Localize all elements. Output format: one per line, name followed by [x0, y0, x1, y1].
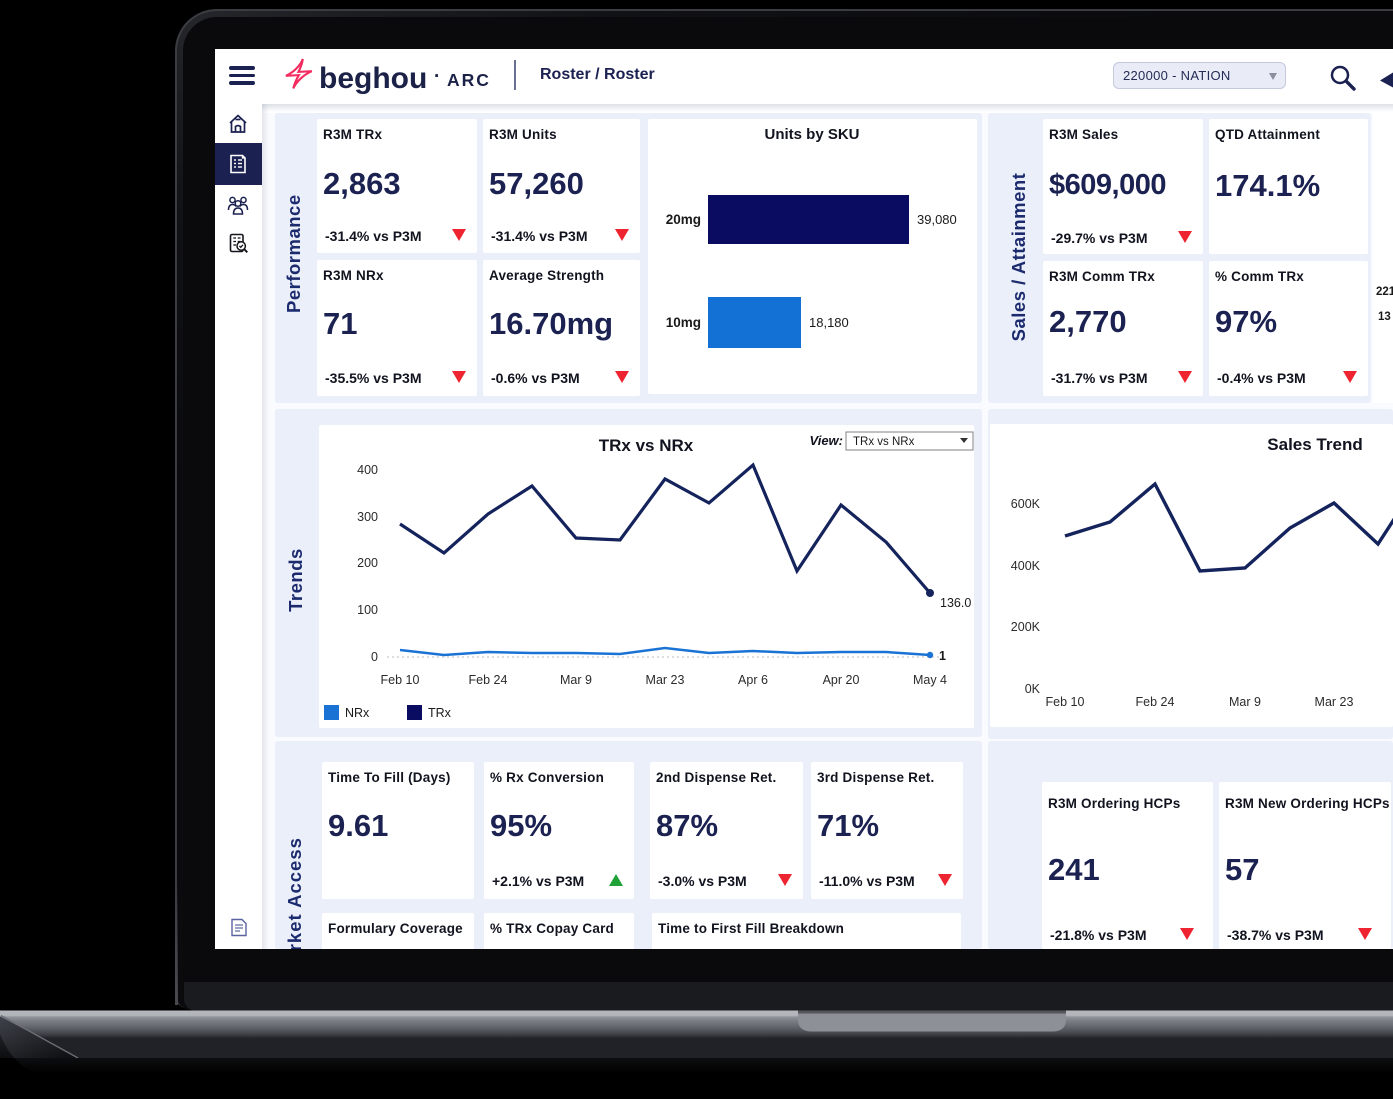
svg-text:Mar 23: Mar 23: [646, 673, 685, 687]
svg-text:300: 300: [357, 510, 378, 524]
svg-text:0: 0: [371, 650, 378, 664]
svg-text:Apr 6: Apr 6: [738, 673, 768, 687]
svg-text:1: 1: [939, 649, 946, 663]
svg-text:400: 400: [357, 463, 378, 477]
svg-text:Feb 10: Feb 10: [1046, 695, 1085, 709]
svg-text:TRx: TRx: [428, 706, 452, 720]
svg-text:Feb 24: Feb 24: [1136, 695, 1175, 709]
svg-text:200: 200: [357, 556, 378, 570]
svg-text:TRx vs NRx: TRx vs NRx: [853, 436, 915, 448]
svg-text:100: 100: [357, 603, 378, 617]
svg-text:Apr 20: Apr 20: [823, 673, 860, 687]
svg-text:18,180: 18,180: [809, 315, 849, 330]
svg-text:39,080: 39,080: [917, 212, 957, 227]
svg-text:May 4: May 4: [913, 673, 947, 687]
svg-text:10mg: 10mg: [666, 315, 701, 330]
svg-text:TRx vs NRx: TRx vs NRx: [599, 436, 694, 455]
svg-text:View:: View:: [810, 433, 843, 448]
svg-text:Mar 9: Mar 9: [560, 673, 592, 687]
svg-text:Feb 24: Feb 24: [469, 673, 508, 687]
svg-text:NRx: NRx: [345, 706, 370, 720]
svg-text:Mar 9: Mar 9: [1229, 695, 1261, 709]
svg-text:136.0: 136.0: [940, 596, 971, 610]
svg-text:Units by SKU: Units by SKU: [764, 126, 859, 143]
svg-text:0K: 0K: [1025, 682, 1041, 696]
svg-text:Mar 23: Mar 23: [1315, 695, 1354, 709]
svg-text:400K: 400K: [1011, 559, 1041, 573]
svg-text:20mg: 20mg: [666, 212, 701, 227]
svg-text:Sales Trend: Sales Trend: [1267, 435, 1362, 454]
svg-text:Feb 10: Feb 10: [381, 673, 420, 687]
svg-text:600K: 600K: [1011, 497, 1041, 511]
svg-text:200K: 200K: [1011, 620, 1041, 634]
